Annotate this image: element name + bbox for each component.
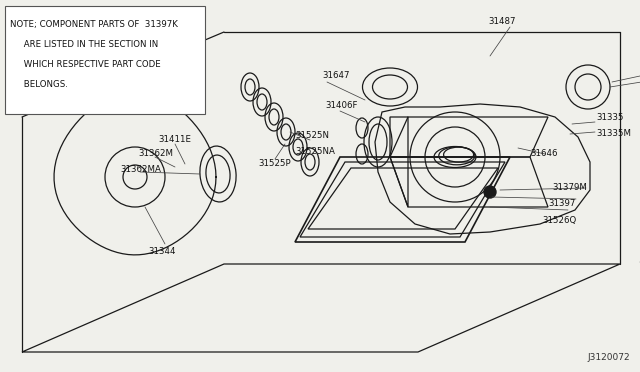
Text: 31411E: 31411E bbox=[158, 135, 191, 144]
Text: 31647: 31647 bbox=[322, 71, 349, 80]
Text: 31406F: 31406F bbox=[325, 102, 358, 110]
Text: 31362MA: 31362MA bbox=[120, 166, 161, 174]
Bar bbox=[5, 6, 205, 114]
Text: 31362M: 31362M bbox=[138, 150, 173, 158]
Text: 31487: 31487 bbox=[488, 17, 515, 26]
Text: NOTE; COMPONENT PARTS OF  31397K: NOTE; COMPONENT PARTS OF 31397K bbox=[10, 20, 178, 29]
Text: BELONGS.: BELONGS. bbox=[10, 80, 68, 89]
Text: 31525NA: 31525NA bbox=[295, 148, 335, 157]
Text: 31525P: 31525P bbox=[258, 160, 291, 169]
Text: 31397: 31397 bbox=[548, 199, 575, 208]
Circle shape bbox=[484, 186, 496, 198]
Text: 31525N: 31525N bbox=[295, 131, 329, 141]
Text: WHICH RESPECTIVE PART CODE: WHICH RESPECTIVE PART CODE bbox=[10, 60, 161, 69]
Text: 31335M: 31335M bbox=[596, 129, 631, 138]
Text: 31344: 31344 bbox=[148, 247, 175, 257]
Text: 31526Q: 31526Q bbox=[542, 215, 576, 224]
Text: 31646: 31646 bbox=[530, 150, 557, 158]
Text: J3120072: J3120072 bbox=[588, 353, 630, 362]
Text: 31335: 31335 bbox=[596, 113, 623, 122]
Text: 31379M: 31379M bbox=[552, 183, 587, 192]
Text: ARE LISTED IN THE SECTION IN: ARE LISTED IN THE SECTION IN bbox=[10, 40, 158, 49]
